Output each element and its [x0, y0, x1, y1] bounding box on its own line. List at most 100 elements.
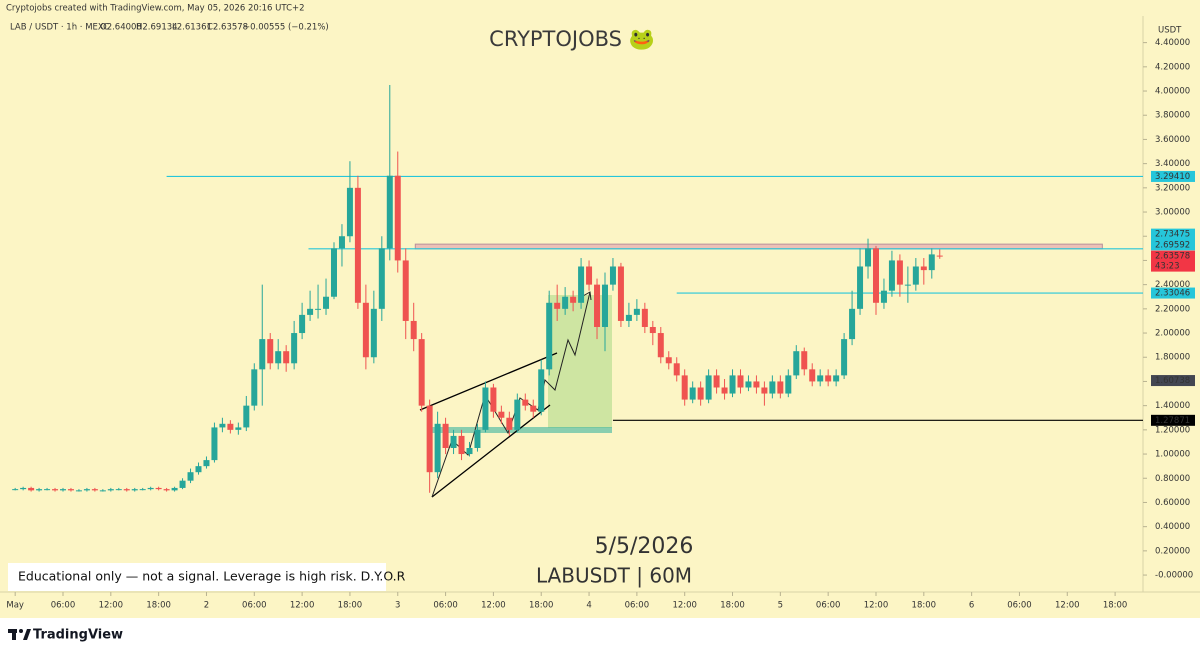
logo-shape	[23, 629, 31, 640]
pair-annotation: LABUSDT | 60M	[536, 564, 692, 588]
candle-body	[872, 248, 879, 303]
candle-body	[147, 487, 154, 490]
candle-body	[506, 417, 513, 430]
candle-body	[801, 351, 808, 370]
candle-body	[514, 399, 521, 430]
x-tick-label: 18:00	[912, 601, 937, 611]
candle-body	[131, 489, 138, 491]
long-position-box	[548, 295, 612, 428]
projection-arrow	[582, 291, 592, 301]
candle-body	[243, 405, 250, 428]
price-tag-label: 2.69592	[1155, 240, 1190, 250]
candle-body	[912, 266, 919, 285]
candle-body	[649, 326, 656, 334]
candle-body	[570, 296, 577, 303]
candle-body	[410, 320, 417, 340]
candle-body	[402, 260, 409, 321]
candle-body	[586, 266, 593, 285]
x-tick-label: 12:00	[864, 601, 889, 611]
candle-body	[657, 333, 664, 358]
candle-body	[115, 489, 122, 491]
price-tag	[1151, 375, 1195, 387]
candle-body	[769, 381, 776, 394]
low: L2.61361	[172, 23, 212, 33]
y-tick-label: 0.60000	[1155, 498, 1190, 508]
candle-body	[601, 284, 608, 327]
candle-body	[338, 236, 345, 249]
chart-title: CRYPTOJOBS 🐸	[489, 27, 655, 51]
candle-body	[865, 248, 872, 267]
ohlc-legend: O2.64008 H2.69134 L2.61361 C2.63578 −0.0…	[100, 23, 329, 33]
candle-body	[275, 351, 282, 364]
candle-body	[546, 302, 553, 370]
candle-body	[227, 423, 234, 430]
price-tag	[1151, 170, 1195, 182]
candle-body	[259, 339, 266, 370]
candle-body	[904, 284, 911, 286]
candle-body	[83, 489, 90, 491]
candle-body	[665, 357, 672, 364]
candle-body	[299, 314, 306, 334]
candle-body	[378, 248, 385, 309]
y-tick-label: 2.20000	[1155, 304, 1190, 314]
candle-body	[370, 308, 377, 358]
y-tick-label: 0.40000	[1155, 522, 1190, 532]
credit: Cryptojobs created with TradingView.com,…	[6, 4, 305, 14]
candle-body	[155, 487, 162, 490]
high: H2.69134	[136, 23, 178, 33]
x-tick-label: 5	[778, 601, 783, 611]
countdown: 43:23	[1155, 262, 1180, 272]
candle-body	[817, 375, 824, 382]
drawings	[419, 291, 612, 498]
candle-body	[474, 429, 481, 448]
x-tick-label: 06:00	[1007, 601, 1032, 611]
projection-path	[431, 291, 591, 498]
candle-body	[888, 260, 895, 291]
candle-body	[825, 375, 832, 382]
x-tick-label: 06:00	[433, 601, 458, 611]
price-tag-label: 2.63578	[1155, 252, 1190, 262]
candle-body	[330, 248, 337, 297]
wedge-lower	[431, 404, 551, 498]
candle-body	[633, 308, 640, 315]
candle-body	[354, 187, 361, 303]
candle-body	[530, 405, 537, 412]
price-tag	[1151, 239, 1195, 251]
x-tick-label: 18:00	[720, 601, 745, 611]
candle-body	[793, 351, 800, 376]
tradingview-logo: TradingView	[8, 628, 123, 643]
candle-body	[562, 296, 569, 309]
candle-body	[36, 489, 43, 491]
candle-body	[777, 381, 784, 394]
candle-body	[466, 448, 473, 455]
price-tag	[1151, 414, 1195, 426]
candle-body	[323, 296, 330, 309]
x-tick-label: 12:00	[672, 601, 697, 611]
x-tick-label: 12:00	[99, 601, 124, 611]
open: O2.64008	[100, 23, 142, 33]
candle-body	[52, 489, 59, 491]
candle-body	[538, 369, 545, 412]
candle-body	[641, 308, 648, 327]
candle-body	[705, 375, 712, 400]
price-tag-label: 1.27871	[1155, 416, 1190, 426]
candle-body	[346, 187, 353, 237]
symbol: LAB / USDT · 1h · MEXC	[10, 23, 109, 33]
close: C2.63578	[207, 23, 248, 33]
change: −0.00555 (−0.21%)	[243, 23, 329, 33]
candle-body	[482, 387, 489, 430]
candle-body	[28, 487, 35, 491]
y-tick-label: 1.20000	[1155, 425, 1190, 435]
resistance-zone	[414, 243, 1103, 250]
candle-body	[498, 411, 505, 418]
candle-body	[617, 266, 624, 321]
candle-body	[745, 381, 752, 388]
candle-body	[139, 489, 146, 491]
candle-body	[880, 290, 887, 303]
candle-body	[522, 399, 529, 406]
candle-body	[44, 489, 51, 491]
y-tick-label: 4.40000	[1155, 38, 1190, 48]
y-axis-label: USDT	[1158, 26, 1182, 36]
candle-body	[91, 489, 98, 491]
candle-body	[753, 381, 760, 388]
